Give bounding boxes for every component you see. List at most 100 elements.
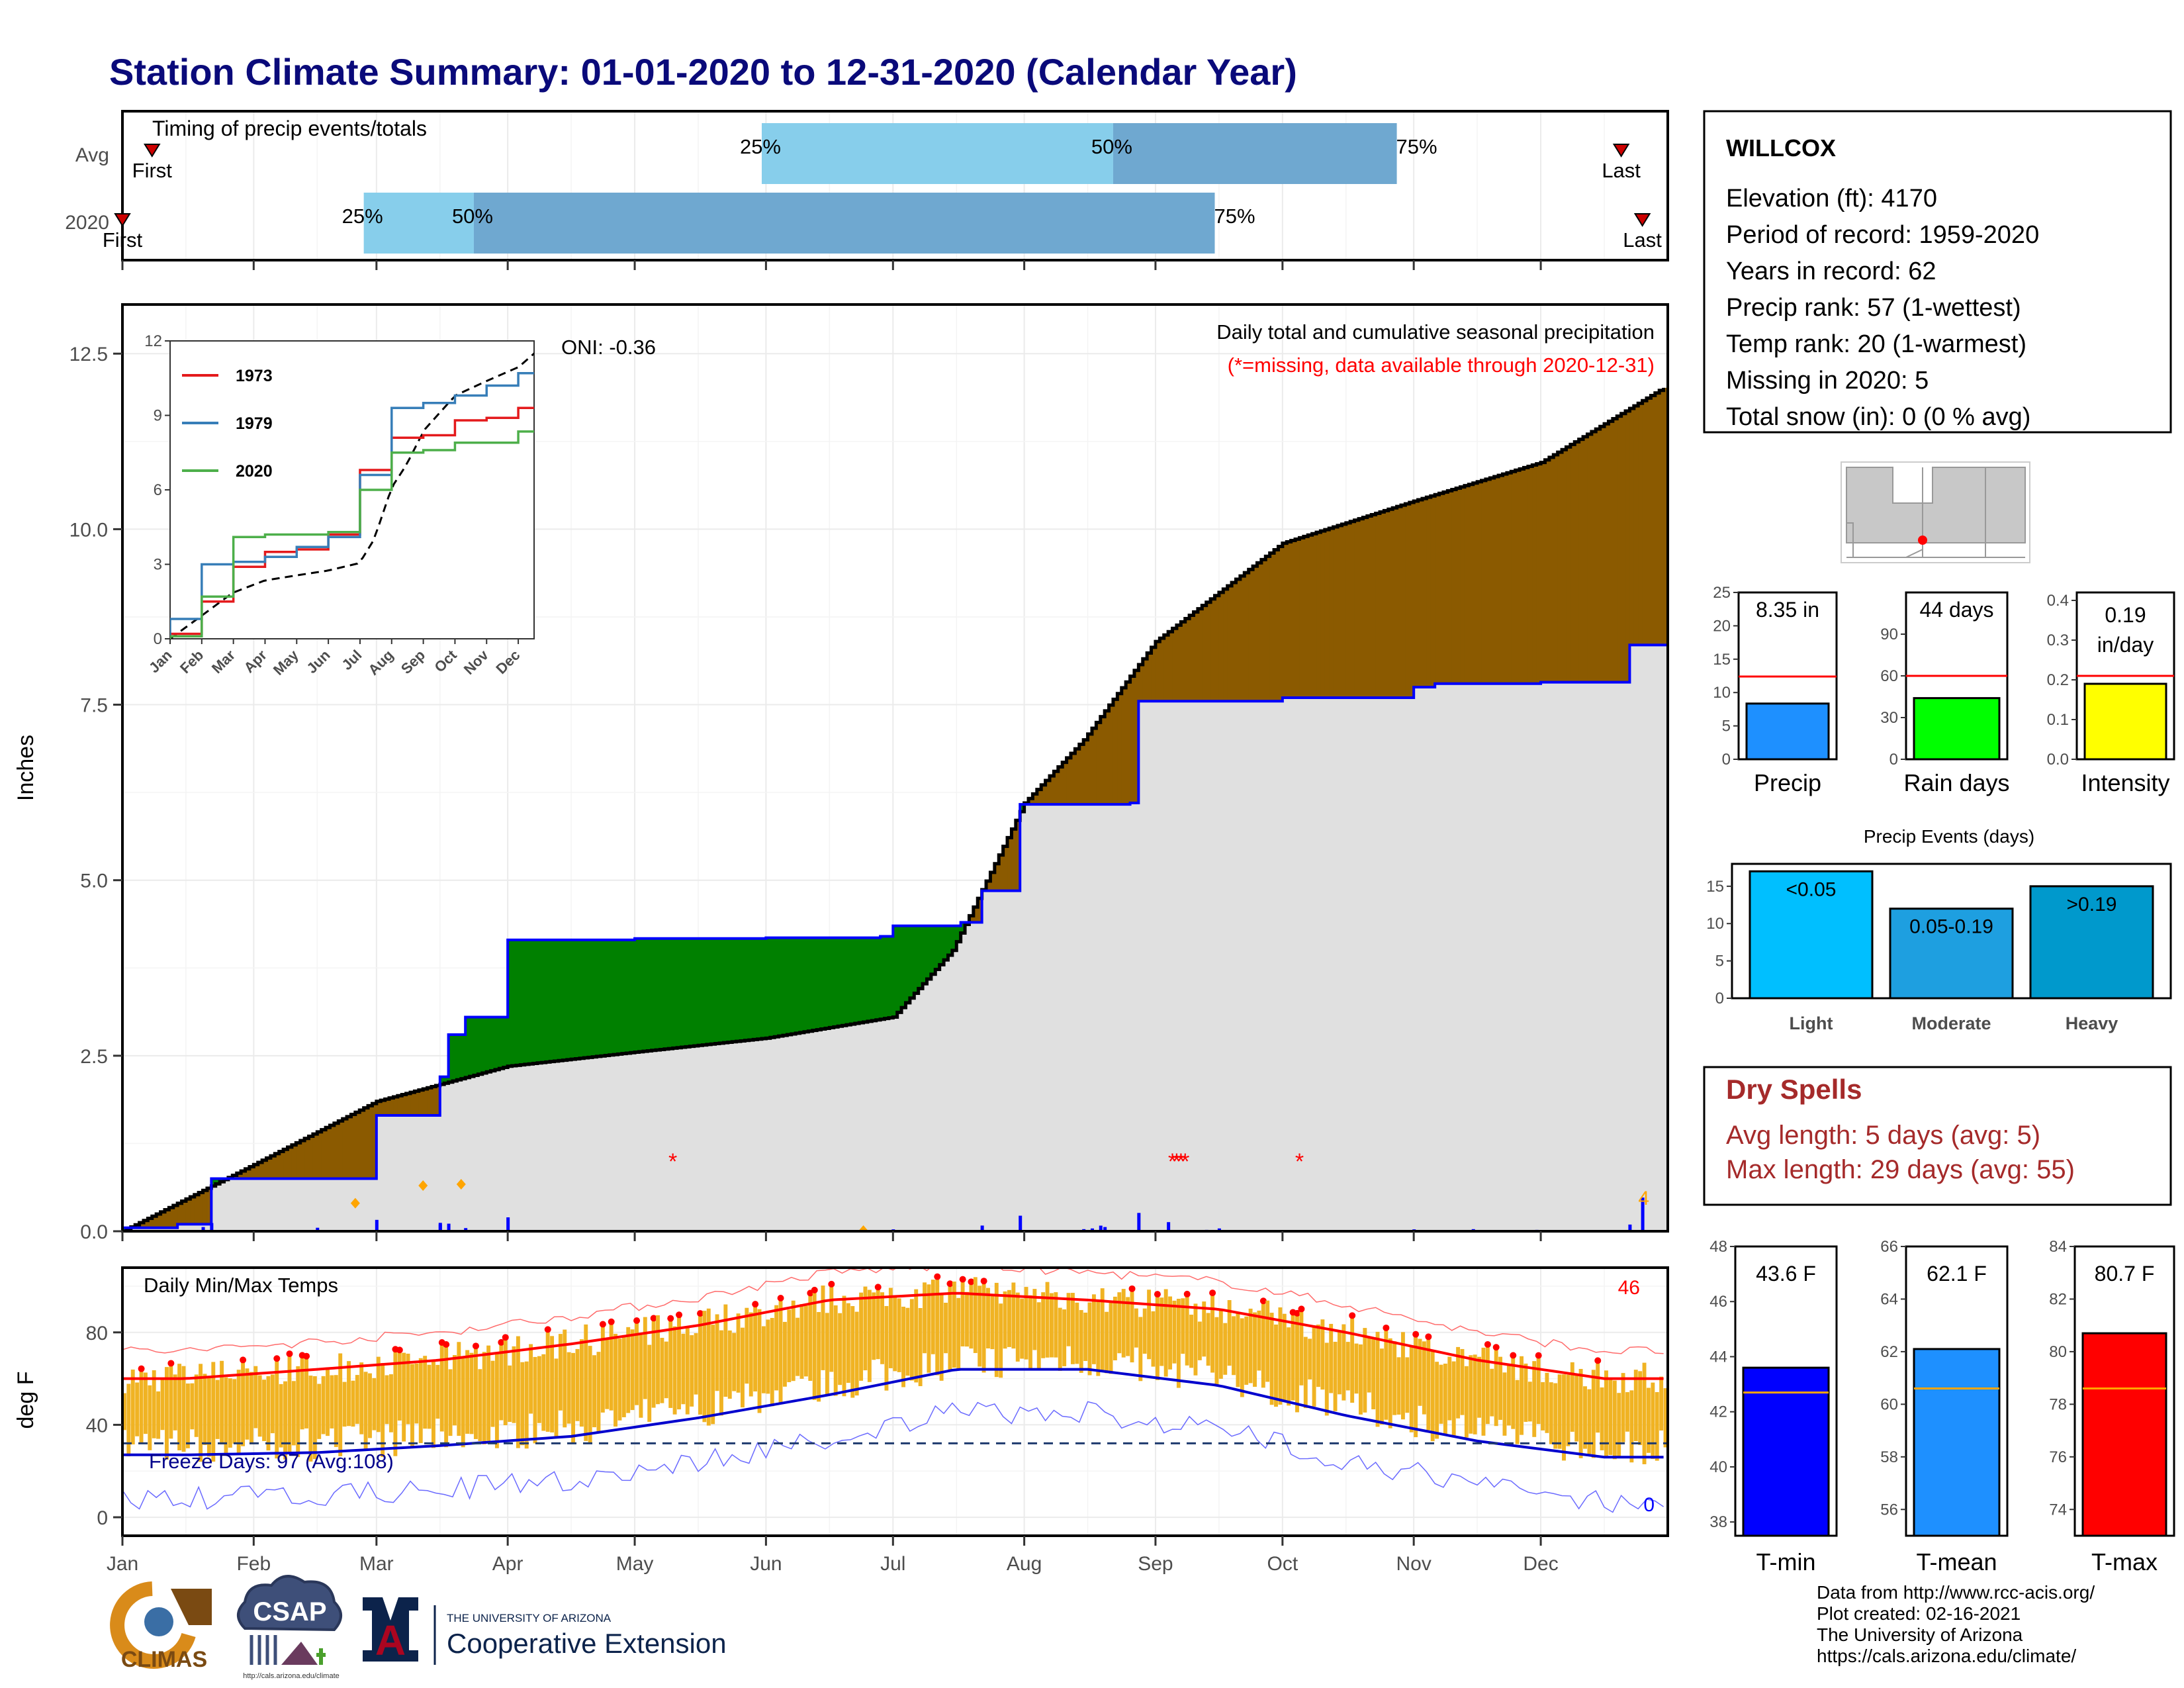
temp-name: T-min <box>1756 1548 1816 1575</box>
record-max-line <box>122 1268 1664 1354</box>
climas-logo-text: CLIMAS <box>121 1647 207 1672</box>
month-tick-may: May <box>616 1553 654 1575</box>
stat-tick: 0 <box>1889 751 1898 769</box>
daily-precip-bar <box>201 1227 205 1231</box>
inset-ytick: 9 <box>154 407 162 425</box>
stat-name: Precip <box>1754 769 1821 796</box>
events-bar-moderate <box>1889 908 2014 1000</box>
events-category: Heavy <box>2066 1013 2118 1033</box>
dry-spells-frame <box>1703 1066 2172 1206</box>
station-info-line: Missing in 2020: 5 <box>1726 367 1929 395</box>
ua-cooperative-extension-logo: A THE UNIVERSITY OF ARIZONA Cooperative … <box>363 1597 727 1665</box>
missing-marker: * <box>1181 1149 1189 1174</box>
stat-tick: 0.1 <box>2047 711 2069 729</box>
record-high-marker <box>599 1321 606 1328</box>
record-high-marker <box>240 1356 247 1364</box>
stat-value: 44 days <box>1919 598 1993 622</box>
timing-last-label: Last <box>1623 228 1662 252</box>
temp-bar-t-mean <box>1913 1348 2001 1537</box>
temp-value: 62.1 F <box>1927 1262 1987 1286</box>
month-tick-jul: Jul <box>880 1553 905 1575</box>
stat-tick: 10 <box>1713 684 1731 702</box>
credits: Data from http://www.rcc-acis.org/ Plot … <box>1817 1582 2095 1666</box>
record-high-marker <box>959 1276 966 1283</box>
dry-spells-max: Max length: 29 days (avg: 55) <box>1726 1155 2075 1184</box>
temp-label: Daily Min/Max Temps <box>144 1274 338 1297</box>
record-high-marker <box>777 1295 784 1302</box>
record-high-marker <box>828 1280 835 1288</box>
stat-tick: 30 <box>1880 709 1898 727</box>
csap-logo: CSAP http://cals.arizona.edu/climate <box>237 1575 342 1680</box>
timing-row-2020: 2020 <box>65 212 109 234</box>
record-high-marker <box>167 1360 175 1367</box>
record-high-marker <box>1383 1324 1390 1331</box>
record-high-marker <box>1294 1309 1301 1317</box>
inset-frame <box>169 340 535 639</box>
temp-tick: 40 <box>1709 1458 1727 1476</box>
temp-panel: 0 40 80 deg F Daily Min/Max Temps Freeze D… <box>13 1266 1669 1537</box>
inset-line-2020 <box>170 430 534 639</box>
temp-tick: 64 <box>1880 1290 1898 1308</box>
temp-tick: 62 <box>1880 1343 1898 1361</box>
stat-tick: 90 <box>1880 626 1898 643</box>
timing-row-avg: Avg <box>75 144 109 166</box>
temp-ytick: 80 <box>86 1323 108 1344</box>
record-high-marker <box>498 1338 505 1346</box>
precip-base-fill <box>122 645 1668 1231</box>
record-high-marker <box>273 1355 281 1362</box>
timing-bar-25-50 <box>363 193 474 254</box>
temp-tick: 48 <box>1709 1238 1727 1256</box>
events-bar-label: <0.05 <box>1786 878 1837 900</box>
daily-precip-bar <box>210 1223 214 1231</box>
stat-tick: 60 <box>1880 667 1898 685</box>
timing-panel: Timing of precip events/totals Avg 2020 … <box>65 110 1669 261</box>
events-tick: 15 <box>1706 878 1724 896</box>
record-high-marker <box>752 1301 759 1308</box>
stat-name: Rain days <box>1903 769 2009 796</box>
record-high-marker <box>980 1278 987 1285</box>
timing-p75-label: 75% <box>1214 205 1255 228</box>
temp-stat-bars: 38 40 42 44 46 48 43.6 F T-min 56 58 60 62 64 66 62.1 … <box>1709 1238 2175 1575</box>
precip-missing-note: (*=missing, data available through 2020-… <box>1228 353 1655 377</box>
event-marker <box>456 1178 466 1190</box>
events-bar-heavy <box>2029 885 2154 1000</box>
record-high-marker <box>934 1273 941 1280</box>
precip-corner-count: 4 <box>1638 1188 1649 1209</box>
temp-tick: 42 <box>1709 1403 1727 1421</box>
precip-ytick: 0.0 <box>80 1221 108 1243</box>
station-box-frame <box>1703 110 2172 434</box>
record-high-marker <box>697 1310 704 1317</box>
stat-tick: 25 <box>1713 584 1731 602</box>
events-bar-label: 0.05-0.19 <box>1909 916 1993 938</box>
month-tick-apr: Apr <box>492 1553 523 1575</box>
stat-tick: 15 <box>1713 651 1731 669</box>
station-info-line: Years in record: 62 <box>1726 258 1936 285</box>
record-high-marker <box>633 1317 641 1325</box>
inset-ytick: 0 <box>154 630 162 648</box>
temp-tick: 84 <box>2049 1238 2067 1256</box>
daily-precip-bar <box>980 1225 984 1231</box>
ua-big-text: Cooperative Extension <box>447 1628 727 1659</box>
record-high-marker <box>1492 1344 1500 1351</box>
obs-cumulative-line <box>122 643 1668 1229</box>
stat-value-unit: in/day <box>2097 633 2154 657</box>
temp-tick: 44 <box>1709 1348 1727 1366</box>
month-tick-dec: Dec <box>1523 1553 1558 1575</box>
daily-precip-bar <box>1217 1228 1221 1231</box>
timing-panel-frame <box>121 110 1669 261</box>
temp-ytick: 40 <box>86 1415 108 1436</box>
temp-tick: 56 <box>1880 1501 1898 1519</box>
avg-cumulative-line <box>122 387 1666 1231</box>
temp-value: 80.7 F <box>2095 1262 2155 1286</box>
inset-ytick: 3 <box>154 556 162 574</box>
events-category: Moderate <box>1911 1013 1991 1033</box>
climas-logo: CLIMAS <box>110 1581 214 1672</box>
stat-tick: 0.2 <box>2047 671 2069 689</box>
station-info-line: Temp rank: 20 (1-warmest) <box>1726 330 2026 358</box>
month-tick-nov: Nov <box>1396 1553 1431 1575</box>
credit-line-2: Plot created: 02-16-2021 <box>1817 1603 2021 1624</box>
record-high-marker <box>1510 1352 1517 1359</box>
dry-spells-box: Dry Spells Avg length: 5 days (avg: 5) M… <box>1703 1066 2172 1206</box>
month-tick-jan: Jan <box>107 1553 138 1575</box>
missing-marker: * <box>1177 1149 1185 1174</box>
